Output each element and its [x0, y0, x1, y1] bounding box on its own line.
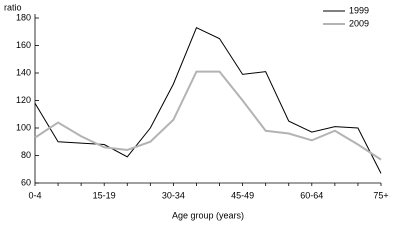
- legend-label: 2009: [349, 18, 369, 28]
- y-tick-label: 100: [16, 122, 31, 132]
- y-tick-label: 60: [21, 177, 31, 187]
- legend-label: 1999: [349, 5, 369, 15]
- x-tick-label: 15-19: [93, 190, 116, 200]
- x-tick-label: 0-4: [28, 190, 41, 200]
- page: {"chart_data": {"type": "line", "y_axis_…: [4, 2, 389, 221]
- y-tick-label: 80: [21, 150, 31, 160]
- x-tick-label: 75+: [373, 190, 388, 200]
- line-series: [34, 26, 382, 174]
- x-tick-label: 45-49: [231, 190, 254, 200]
- y-tick-label: 120: [16, 95, 31, 105]
- x-tick-label: 60-64: [300, 190, 323, 200]
- chart: ratio Age group (years) 60 80 100 120 140 160…: [4, 2, 389, 220]
- y-tick-label: 180: [16, 12, 31, 22]
- y-tick-label: 160: [16, 40, 31, 50]
- line-series: [34, 70, 382, 161]
- y-tick-label: 140: [16, 67, 31, 77]
- x-axis-label: Age group (years): [172, 210, 244, 220]
- x-tick-label: 30-34: [162, 190, 185, 200]
- y-axis-label: ratio: [4, 2, 22, 12]
